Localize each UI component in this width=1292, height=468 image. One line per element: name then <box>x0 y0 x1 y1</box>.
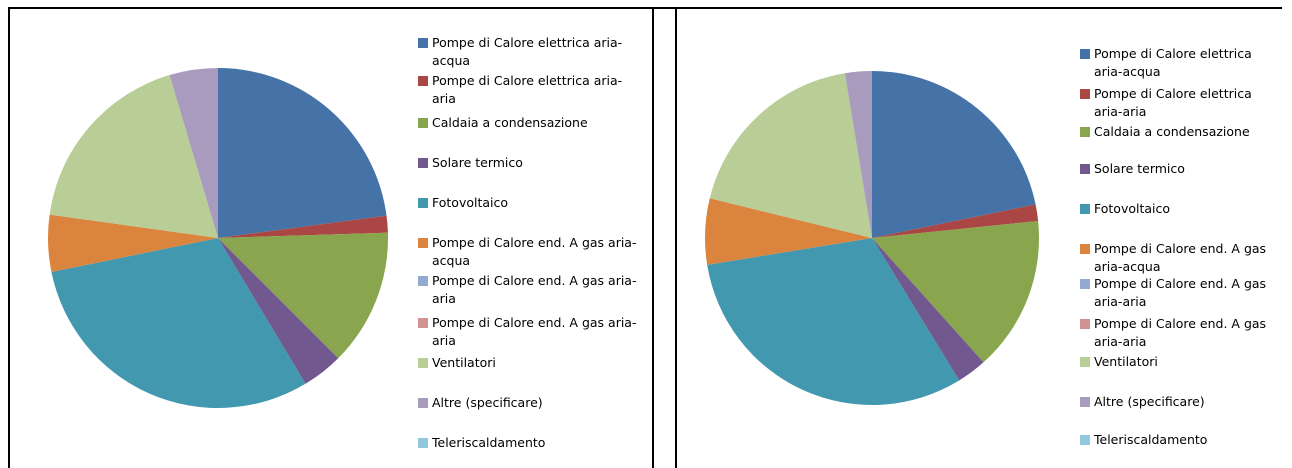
legend-label: Solare termico <box>432 155 523 170</box>
legend-swatch <box>1080 89 1090 99</box>
pie-slice <box>169 68 218 238</box>
pie-slice <box>218 68 387 238</box>
pie-slice <box>707 238 960 405</box>
legend-swatch <box>1080 244 1090 254</box>
legend-swatch <box>418 158 428 168</box>
pie-slice <box>48 214 219 272</box>
legend-swatch <box>418 358 428 368</box>
legend-swatch <box>418 318 428 328</box>
pie-slice <box>51 238 306 408</box>
legend-swatch <box>1080 435 1090 445</box>
pie-slice <box>705 198 872 265</box>
legend-swatch <box>1080 357 1090 367</box>
chart-panel: Pompe di Calore elettrica aria-acqua Pomp… <box>677 9 1282 468</box>
legend-label: Ventilatori <box>432 355 496 370</box>
legend-label: Altre (specificare) <box>432 395 543 410</box>
legend-label: Pompe di Calore end. A gas aria-aria <box>1094 316 1267 349</box>
legend-label: Pompe di Calore end. A gas aria-acqua <box>432 235 637 268</box>
legend-swatch <box>418 238 428 248</box>
frame-top <box>8 7 1282 9</box>
pie-slice <box>844 71 872 238</box>
legend-label: Pompe di Calore elettrica aria-acqua <box>432 35 623 68</box>
pie-slice <box>218 215 388 238</box>
legend-swatch <box>418 198 428 208</box>
legend-swatch <box>418 276 428 286</box>
pie-chart <box>48 68 388 408</box>
legend-label: Pompe di Calore end. A gas aria-acqua <box>1094 241 1267 274</box>
frame-divider <box>652 7 654 468</box>
pie-chart <box>705 71 1039 405</box>
pie-slice <box>872 220 1039 363</box>
legend-label: Pompe di Calore end. A gas aria-aria <box>432 273 637 306</box>
legend-swatch <box>1080 204 1090 214</box>
legend-swatch <box>1080 279 1090 289</box>
pie-slice <box>872 71 1036 238</box>
legend-label: Teleriscaldamento <box>1094 432 1208 447</box>
legend-label: Pompe di Calore elettrica aria-acqua <box>1094 46 1252 79</box>
pie-slice <box>872 238 984 381</box>
legend-label: Pompe di Calore end. A gas aria-aria <box>432 315 637 348</box>
legend-swatch <box>418 438 428 448</box>
pie-slice <box>218 238 339 384</box>
legend-swatch <box>418 38 428 48</box>
legend-swatch <box>418 118 428 128</box>
legend-label: Solare termico <box>1094 161 1185 176</box>
legend-swatch <box>418 76 428 86</box>
legend-label: Fotovoltaico <box>432 195 509 210</box>
legend-label: Fotovoltaico <box>1094 201 1171 216</box>
legend-label: Ventilatori <box>1094 354 1158 369</box>
frame-divider <box>675 7 677 468</box>
pie-slice <box>709 73 872 238</box>
pie-slice <box>872 204 1039 238</box>
legend-swatch <box>1080 164 1090 174</box>
legend-swatch <box>418 398 428 408</box>
legend-label: Pompe di Calore end. A gas aria-aria <box>1094 276 1267 309</box>
legend-swatch <box>1080 49 1090 59</box>
legend-swatch <box>1080 397 1090 407</box>
frame-left <box>8 7 10 468</box>
legend-label: Caldaia a condensazione <box>1094 124 1250 139</box>
pie-slice <box>49 75 219 238</box>
legend-swatch <box>1080 127 1090 137</box>
legend-label: Teleriscaldamento <box>432 435 546 450</box>
pie-slice <box>218 232 388 359</box>
legend-swatch <box>1080 319 1090 329</box>
legend-label: Pompe di Calore elettrica aria-aria <box>1094 86 1252 119</box>
legend-label: Altre (specificare) <box>1094 394 1205 409</box>
legend-label: Caldaia a condensazione <box>432 115 588 130</box>
chart-panel: Pompe di Calore elettrica aria-acqua Pomp… <box>10 9 652 468</box>
legend-label: Pompe di Calore elettrica aria-aria <box>432 73 623 106</box>
